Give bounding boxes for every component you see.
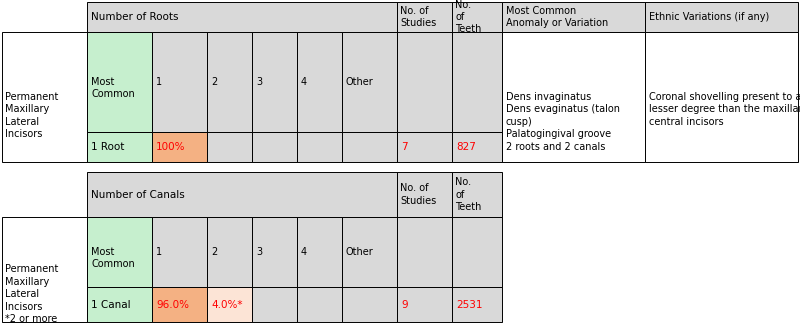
Bar [207, 32, 252, 132]
Bar [452, 287, 502, 322]
Text: Permanent
Maxillary
Lateral
Incisors
*2 or more
canals: Permanent Maxillary Lateral Incisors *2 … [5, 264, 58, 324]
Bar [397, 172, 452, 217]
Text: 3: 3 [256, 77, 262, 87]
Text: 1: 1 [156, 77, 162, 87]
Bar [2, 217, 87, 322]
Bar [152, 32, 207, 132]
Text: 1 Canal: 1 Canal [91, 299, 130, 309]
Bar [397, 132, 452, 162]
Bar [87, 132, 152, 162]
Bar [397, 2, 452, 32]
Text: 1: 1 [156, 247, 162, 257]
Text: Most Common
Anomaly or Variation: Most Common Anomaly or Variation [506, 6, 608, 28]
Text: Dens invaginatus
Dens evaginatus (talon
cusp)
Palatogingival groove
2 roots and : Dens invaginatus Dens evaginatus (talon … [506, 92, 620, 152]
Text: Most
Common: Most Common [91, 77, 134, 99]
Text: 1 Root: 1 Root [91, 142, 124, 152]
Text: 4.0%*: 4.0%* [211, 299, 242, 309]
Text: 3: 3 [256, 247, 262, 257]
Text: 9: 9 [401, 299, 408, 309]
Text: 2531: 2531 [456, 299, 482, 309]
Bar [207, 217, 252, 287]
Bar [297, 217, 342, 287]
Text: 100%: 100% [156, 142, 186, 152]
Bar [342, 132, 397, 162]
Text: 96.0%: 96.0% [156, 299, 189, 309]
Bar [252, 217, 297, 287]
Text: 2: 2 [211, 247, 218, 257]
Bar [452, 172, 502, 217]
Bar [645, 2, 798, 32]
Text: No. of
Studies: No. of Studies [400, 6, 436, 28]
Bar [342, 217, 397, 287]
Bar [152, 132, 207, 162]
Bar [645, 32, 798, 162]
Bar [87, 217, 152, 287]
Text: Number of Canals: Number of Canals [91, 190, 185, 200]
Text: 7: 7 [401, 142, 408, 152]
Bar [297, 287, 342, 322]
Bar [252, 287, 297, 322]
Bar [252, 32, 297, 132]
Bar [397, 217, 452, 287]
Bar [87, 2, 397, 32]
Bar [152, 287, 207, 322]
Bar [207, 287, 252, 322]
Text: Other: Other [346, 77, 374, 87]
Bar [207, 132, 252, 162]
Bar [342, 287, 397, 322]
Text: 4: 4 [301, 247, 307, 257]
Text: Other: Other [346, 247, 374, 257]
Bar [452, 32, 502, 132]
Bar [452, 132, 502, 162]
Text: Ethnic Variations (if any): Ethnic Variations (if any) [649, 12, 770, 22]
Text: 827: 827 [456, 142, 476, 152]
Bar [252, 132, 297, 162]
Bar [297, 132, 342, 162]
Text: Coronal shovelling present to a
lesser degree than the maxillary
central incisor: Coronal shovelling present to a lesser d… [649, 92, 800, 127]
Bar [297, 32, 342, 132]
Bar [87, 287, 152, 322]
Text: Permanent
Maxillary
Lateral
Incisors: Permanent Maxillary Lateral Incisors [5, 92, 58, 139]
Text: 2: 2 [211, 77, 218, 87]
Text: No. of
Studies: No. of Studies [400, 183, 436, 206]
Text: No.
of
Teeth: No. of Teeth [455, 0, 482, 34]
Bar [87, 172, 397, 217]
Bar [502, 2, 645, 32]
Bar [397, 287, 452, 322]
Bar [452, 2, 502, 32]
Bar [452, 217, 502, 287]
Bar [87, 32, 152, 132]
Bar [397, 32, 452, 132]
Bar [342, 32, 397, 132]
Bar [2, 32, 87, 162]
Text: Number of Roots: Number of Roots [91, 12, 178, 22]
Text: 4: 4 [301, 77, 307, 87]
Bar [502, 32, 645, 162]
Text: Most
Common: Most Common [91, 247, 134, 269]
Text: No.
of
Teeth: No. of Teeth [455, 177, 482, 212]
Bar [152, 217, 207, 287]
